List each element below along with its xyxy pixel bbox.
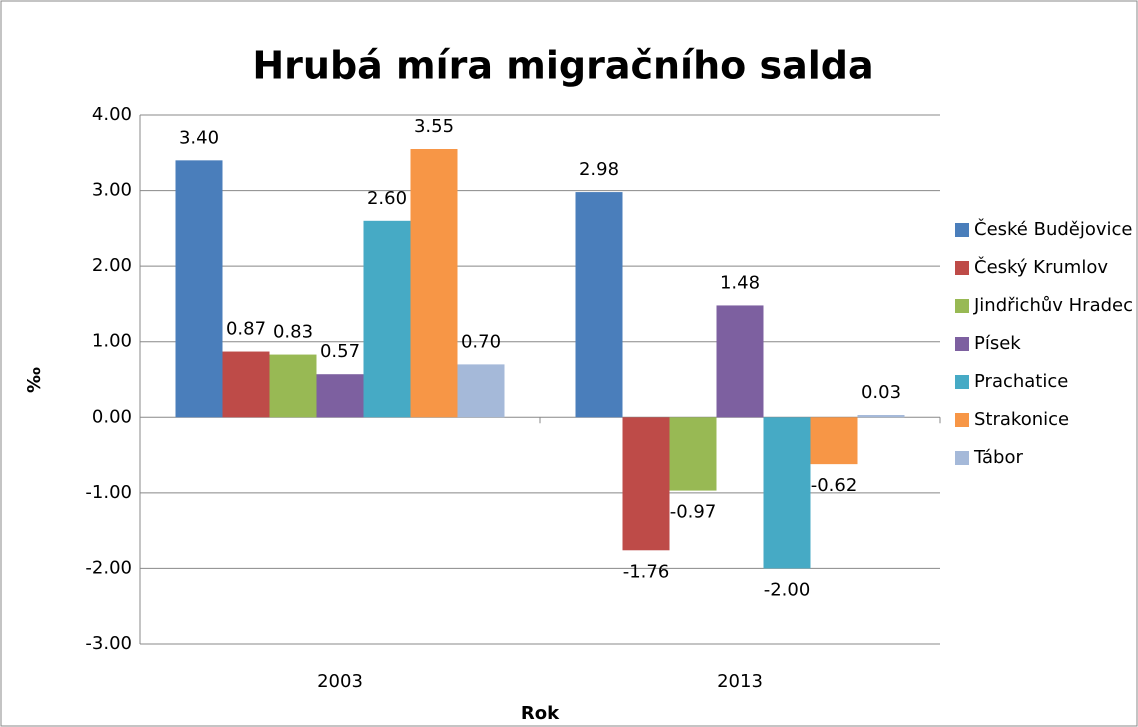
legend-label: Prachatice — [974, 371, 1068, 392]
legend-swatch — [955, 299, 969, 313]
data-label: 0.57 — [320, 341, 360, 362]
bar — [410, 149, 458, 418]
legend-swatch — [955, 261, 969, 275]
data-label: 0.70 — [461, 331, 501, 352]
data-label: 3.55 — [414, 116, 454, 137]
data-label: -2.00 — [764, 579, 811, 600]
legend-label: Jindřichův Hradec — [973, 295, 1133, 316]
legend-swatch — [955, 337, 969, 351]
x-tick-label: 2003 — [317, 671, 363, 692]
bar — [363, 220, 411, 418]
legend-label: Český Krumlov — [974, 256, 1108, 278]
data-label: 0.87 — [226, 319, 266, 340]
data-label: 2.98 — [579, 159, 619, 180]
data-label: -1.76 — [623, 561, 670, 582]
chart-title: Hrubá míra migračního salda — [252, 44, 873, 88]
bar — [669, 417, 717, 491]
bar — [857, 415, 905, 418]
legend-label: Strakonice — [974, 409, 1069, 430]
y-tick-label: 2.00 — [92, 255, 132, 276]
x-axis-label: Rok — [521, 703, 560, 724]
bar — [575, 192, 623, 418]
bar — [269, 354, 317, 418]
bar — [175, 160, 223, 418]
y-tick-label: -1.00 — [85, 482, 132, 503]
data-label: 3.40 — [179, 127, 219, 148]
bar — [763, 417, 811, 569]
legend-label: Písek — [974, 333, 1021, 354]
data-label: 0.83 — [273, 322, 313, 343]
bar — [316, 374, 364, 418]
legend-swatch — [955, 223, 969, 237]
bar — [457, 364, 505, 418]
y-tick-label: 3.00 — [92, 180, 132, 201]
data-label: 1.48 — [720, 272, 760, 293]
y-tick-label: -3.00 — [85, 633, 132, 654]
y-axis-label: ‰ — [24, 367, 45, 393]
bar — [222, 351, 270, 418]
bar — [622, 417, 670, 551]
data-label: 2.60 — [367, 188, 407, 209]
legend-swatch — [955, 413, 969, 427]
legend-label: Tábor — [973, 447, 1023, 468]
y-tick-label: -2.00 — [85, 557, 132, 578]
data-label: -0.62 — [811, 475, 858, 496]
bar — [716, 305, 764, 418]
legend-label: České Budějovice — [974, 218, 1133, 240]
bar — [810, 417, 858, 465]
legend-swatch — [955, 375, 969, 389]
x-tick-label: 2013 — [717, 671, 763, 692]
legend-swatch — [955, 451, 969, 465]
data-label: 0.03 — [861, 382, 901, 403]
y-tick-label: 4.00 — [92, 104, 132, 125]
y-tick-label: 1.00 — [92, 331, 132, 352]
y-tick-label: 0.00 — [92, 406, 132, 427]
data-label: -0.97 — [670, 502, 717, 523]
